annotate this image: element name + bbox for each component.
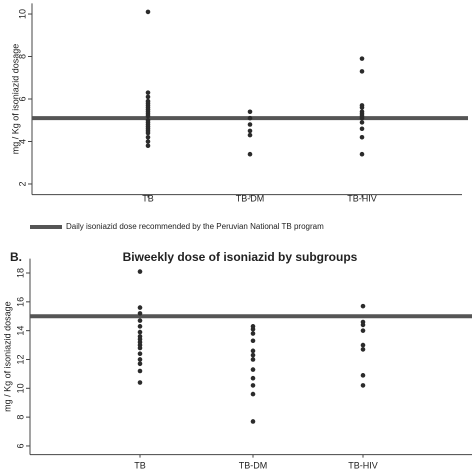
dot xyxy=(247,132,253,138)
dot xyxy=(247,109,253,115)
y-axis-label: mg / Kg of isoniazid dosage xyxy=(2,301,12,412)
legend-label: Daily isoniazid dose recommended by the … xyxy=(66,222,324,231)
dot xyxy=(137,324,143,329)
dot xyxy=(359,120,365,125)
y-tick-label: 16 xyxy=(15,297,25,307)
dot xyxy=(145,9,151,15)
y-tick-label: 4 xyxy=(17,139,27,144)
x-tick-label: TB-DM xyxy=(239,460,268,470)
dot xyxy=(137,361,143,367)
dot xyxy=(359,115,365,121)
y-tick-label: 14 xyxy=(15,326,25,336)
y-tick-label: 6 xyxy=(15,443,25,448)
y-tick-label: 2 xyxy=(17,181,27,186)
chart-title: Biweekly dose of isoniazid by subgroups xyxy=(123,250,358,264)
dot xyxy=(250,352,256,358)
x-tick-label: TB-HIV xyxy=(348,460,378,470)
y-tick-label: 12 xyxy=(15,354,25,364)
dot xyxy=(359,56,365,61)
dot xyxy=(360,347,366,352)
dot xyxy=(250,419,256,424)
dot xyxy=(250,326,256,332)
dot xyxy=(247,115,253,121)
y-tick-label: 18 xyxy=(15,268,25,278)
dot xyxy=(250,331,256,336)
dot xyxy=(145,139,151,144)
dot xyxy=(359,105,365,110)
dot xyxy=(360,342,366,348)
dot xyxy=(359,69,365,74)
dot xyxy=(137,329,143,335)
y-tick-label: 10 xyxy=(17,9,27,19)
dot xyxy=(137,311,143,316)
dot xyxy=(137,269,143,274)
dot xyxy=(145,94,151,100)
dot xyxy=(137,351,143,357)
dot xyxy=(145,90,151,95)
dot xyxy=(145,130,151,136)
dot xyxy=(250,367,256,372)
dot xyxy=(137,380,143,385)
dot xyxy=(250,338,256,344)
dot xyxy=(359,151,365,157)
y-tick-label: 10 xyxy=(15,383,25,393)
x-tick-label: TB xyxy=(134,460,146,470)
dot xyxy=(137,305,143,310)
y-tick-label: 8 xyxy=(15,415,25,420)
dot xyxy=(360,328,366,333)
dot xyxy=(137,318,143,323)
dot xyxy=(137,368,143,374)
dot xyxy=(145,143,151,149)
y-tick-label: 6 xyxy=(17,96,27,101)
dot xyxy=(250,375,256,381)
dot xyxy=(145,134,151,140)
dot xyxy=(360,322,366,328)
panel-label: B. xyxy=(10,250,22,264)
x-tick-label: TB xyxy=(142,193,154,203)
dot xyxy=(137,357,143,362)
dot xyxy=(359,126,365,132)
dot xyxy=(250,391,256,397)
dot xyxy=(247,122,253,127)
y-tick-label: 8 xyxy=(17,54,27,59)
dot xyxy=(359,134,365,140)
dot xyxy=(250,357,256,362)
x-tick-label: TB-HIV xyxy=(347,193,377,203)
dot xyxy=(250,348,256,354)
dot xyxy=(360,373,366,378)
dot xyxy=(250,383,256,388)
y-axis-label: mg / Kg of isoniazid dosage xyxy=(10,44,20,155)
dot xyxy=(360,383,366,388)
dot xyxy=(145,113,151,119)
x-tick-label: TB-DM xyxy=(236,193,265,203)
dot xyxy=(360,303,366,309)
dot xyxy=(137,345,143,351)
dot xyxy=(247,128,253,134)
dot xyxy=(247,151,253,157)
